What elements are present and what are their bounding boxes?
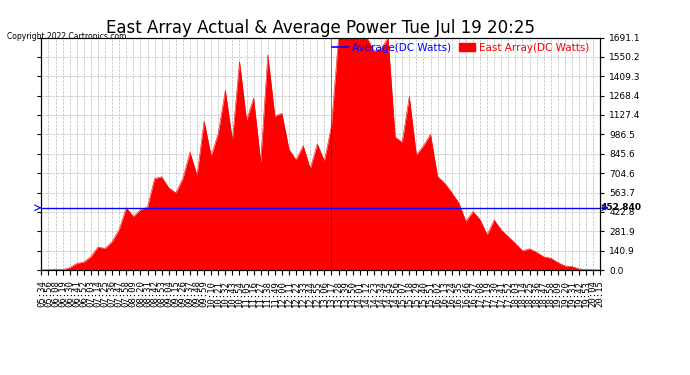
Text: 452.840: 452.840 xyxy=(601,203,642,212)
Title: East Array Actual & Average Power Tue Jul 19 20:25: East Array Actual & Average Power Tue Ju… xyxy=(106,20,535,38)
Text: Copyright 2022 Cartronics.com: Copyright 2022 Cartronics.com xyxy=(7,32,126,41)
Legend: Average(DC Watts), East Array(DC Watts): Average(DC Watts), East Array(DC Watts) xyxy=(332,43,589,53)
